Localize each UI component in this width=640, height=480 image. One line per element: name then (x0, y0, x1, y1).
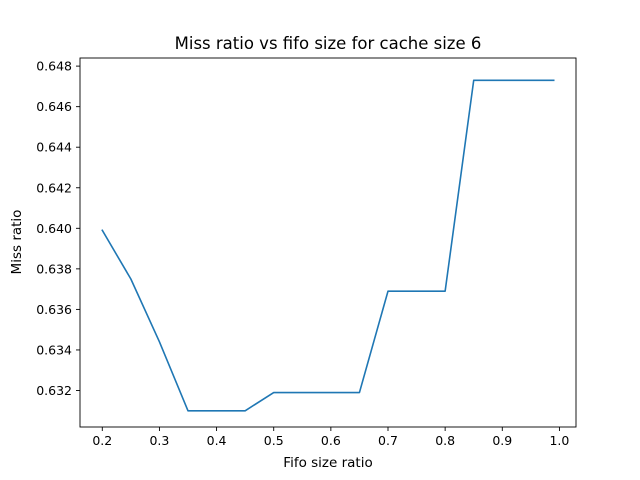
x-tick-label: 1.0 (549, 433, 569, 448)
y-tick-label: 0.648 (36, 59, 72, 74)
x-tick-label: 0.4 (207, 433, 227, 448)
x-tick-label: 0.8 (435, 433, 455, 448)
axes-frame (79, 57, 577, 428)
x-tick-label: 0.2 (92, 433, 112, 448)
x-tick-label: 0.6 (321, 433, 341, 448)
y-axis-label: Miss ratio (9, 210, 25, 275)
x-tick-label: 0.5 (264, 433, 284, 448)
y-tick-label: 0.642 (36, 180, 72, 195)
y-tick-label: 0.640 (36, 221, 72, 236)
y-tick-label: 0.638 (36, 261, 72, 276)
x-tick-label: 0.7 (378, 433, 398, 448)
plot-area: 0.2 0.3 0.4 0.5 0.6 0.7 0.8 0.9 1.0 0.632 0.634 0.6… (36, 57, 577, 448)
chart-title: Miss ratio vs fifo size for cache size 6 (175, 34, 482, 53)
y-tick-label: 0.636 (36, 302, 72, 317)
x-tick-label: 0.3 (149, 433, 169, 448)
x-axis-label: Fifo size ratio (283, 455, 372, 471)
y-tick-label: 0.634 (36, 342, 72, 357)
y-tick-label: 0.644 (36, 140, 72, 155)
y-tick-label: 0.646 (36, 99, 72, 114)
series-line-1 (101, 79, 555, 412)
y-tick-label: 0.632 (36, 383, 72, 398)
x-tick-label: 0.9 (492, 433, 512, 448)
